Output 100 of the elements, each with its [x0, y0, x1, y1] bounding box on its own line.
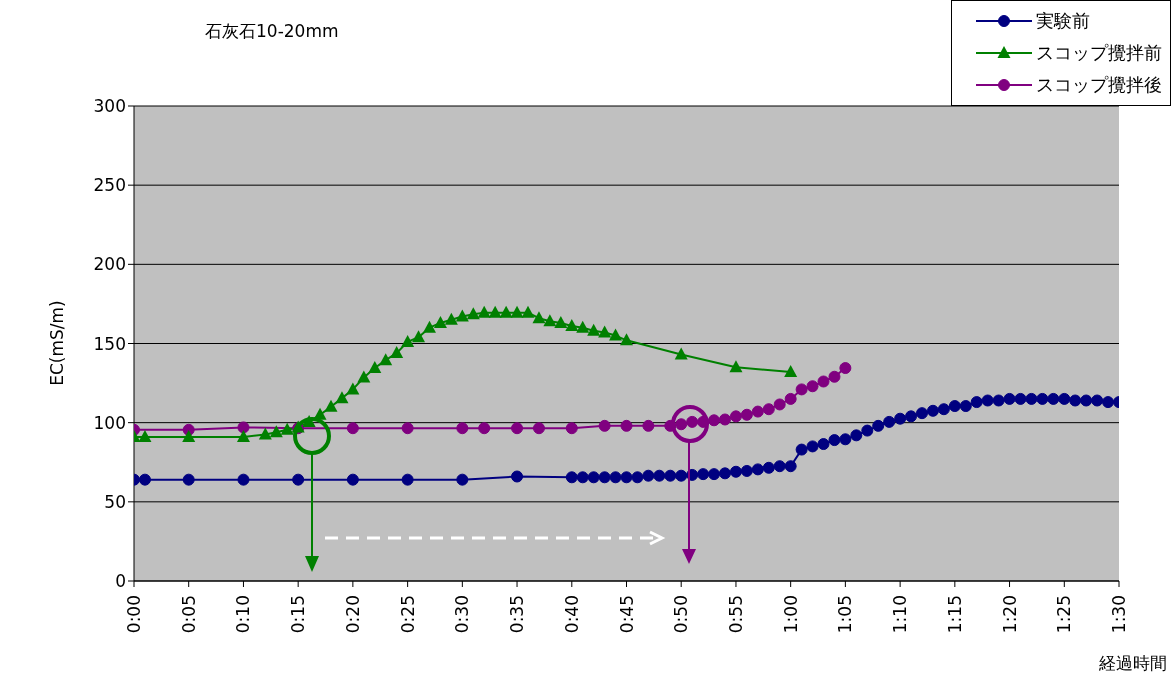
point: [850, 429, 863, 442]
point: [280, 422, 294, 435]
point: [1091, 394, 1104, 407]
point: [719, 467, 731, 480]
point: [236, 429, 250, 442]
point: [708, 468, 721, 481]
point: [1102, 396, 1115, 409]
point: [1069, 394, 1082, 407]
x-tick-label: 0:45: [616, 595, 637, 634]
point: [883, 415, 896, 428]
x-tick-label: 0:40: [561, 595, 582, 634]
point: [719, 413, 731, 426]
point: [620, 419, 633, 432]
y-tick-label: 250: [93, 175, 126, 196]
point: [674, 347, 688, 360]
point: [456, 422, 469, 435]
x-tick-label: 0:35: [507, 595, 528, 634]
point: [390, 346, 404, 358]
point: [368, 361, 382, 374]
point: [138, 429, 152, 442]
point: [916, 407, 928, 420]
point: [598, 325, 612, 338]
point: [806, 380, 819, 393]
point: [292, 473, 305, 486]
y-tick-label: 0: [115, 571, 126, 592]
point: [1025, 392, 1038, 405]
legend-label: 実験前: [1036, 9, 1090, 33]
point: [598, 471, 611, 484]
point: [894, 412, 907, 425]
point: [455, 309, 469, 322]
point: [762, 461, 775, 474]
point: [565, 471, 578, 484]
point: [401, 422, 414, 435]
point: [237, 421, 250, 434]
point: [511, 470, 524, 483]
point: [269, 425, 283, 438]
x-tick-label: 1:10: [890, 595, 911, 634]
point: [510, 305, 524, 318]
point: [532, 422, 545, 435]
point: [1058, 392, 1071, 405]
point: [609, 328, 623, 341]
point: [729, 465, 742, 478]
x-tick-label: 1:20: [999, 595, 1020, 634]
point: [697, 468, 710, 481]
point: [499, 305, 513, 318]
point: [817, 375, 830, 388]
point: [817, 438, 830, 451]
point: [708, 414, 721, 427]
point: [729, 410, 742, 423]
point: [937, 403, 950, 416]
point: [751, 463, 764, 476]
point: [959, 400, 972, 413]
legend-label: スコップ攪拌前: [1036, 41, 1162, 65]
point: [664, 469, 677, 482]
y-tick-label: 100: [93, 412, 126, 433]
point: [576, 320, 590, 333]
y-axis-title: EC(mS/m): [47, 300, 67, 386]
point: [182, 473, 195, 486]
x-tick-label: 0:05: [178, 595, 199, 634]
point: [1014, 392, 1027, 405]
point: [751, 405, 764, 418]
point: [587, 323, 601, 336]
point: [653, 469, 666, 482]
point: [795, 443, 808, 456]
y-tick-label: 300: [93, 96, 126, 117]
point: [138, 473, 151, 486]
point: [324, 399, 338, 412]
point: [488, 305, 502, 318]
point: [905, 410, 918, 423]
point: [565, 422, 578, 435]
point: [565, 319, 579, 332]
x-tick-label: 1:25: [1054, 595, 1075, 634]
point: [762, 403, 775, 416]
point: [784, 365, 798, 377]
point: [773, 398, 786, 411]
point: [576, 471, 589, 484]
point: [740, 464, 753, 477]
point: [401, 334, 415, 347]
point: [806, 440, 819, 453]
point: [926, 404, 939, 417]
y-tick-label: 200: [93, 254, 126, 275]
x-tick-label: 0:55: [725, 595, 746, 634]
point: [543, 314, 557, 327]
point: [729, 360, 743, 373]
point: [642, 419, 655, 432]
point: [335, 391, 349, 404]
point: [379, 353, 393, 366]
point: [477, 305, 491, 318]
point: [456, 473, 469, 486]
chart-title: 石灰石10-20mm: [205, 20, 339, 43]
x-tick-label: 0:50: [671, 595, 692, 634]
y-tick-label: 50: [104, 491, 126, 512]
x-tick-label: 0:20: [342, 595, 363, 634]
point: [740, 408, 753, 421]
point: [237, 473, 250, 486]
point: [182, 429, 196, 442]
point: [478, 422, 491, 435]
point: [521, 305, 535, 318]
point: [620, 333, 633, 346]
point: [1003, 392, 1016, 405]
